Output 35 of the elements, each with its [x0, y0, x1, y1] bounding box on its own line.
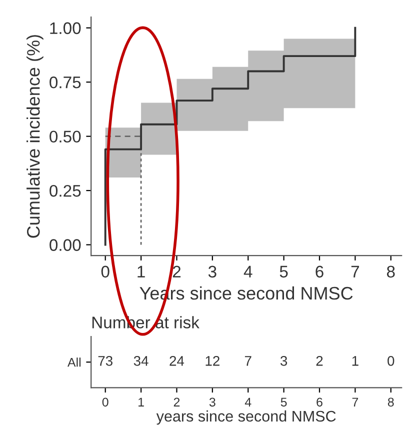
x-tick-label: 1	[138, 266, 145, 278]
x-tick-label: 2	[174, 398, 180, 406]
data-label: 2	[316, 356, 323, 366]
x-tick-label: 4	[244, 398, 252, 406]
x-tick-label: 6	[316, 398, 322, 407]
x-tick-label: 8	[386, 266, 395, 278]
data-label: 24	[170, 356, 184, 366]
data-label: 12	[206, 356, 220, 366]
y-tick-label: 0.75	[50, 76, 81, 88]
y-tick-label: All	[67, 358, 81, 367]
x-tick-label: 7	[351, 266, 359, 278]
x-tick-label: 3	[209, 398, 216, 407]
x-tick-label: 4	[244, 266, 252, 278]
x-tick-label: 6	[316, 266, 324, 278]
y-tick-label: 1.00	[50, 22, 81, 34]
x-tick-label: 1	[138, 398, 144, 406]
data-label: 34	[134, 356, 148, 366]
x-tick-label: 8	[388, 398, 394, 407]
data-label: 3	[280, 356, 288, 366]
data-label: 0	[388, 356, 394, 366]
x-tick-label: 0	[101, 266, 110, 278]
x-tick-label: 0	[102, 398, 108, 407]
y-tick-label: 0.25	[50, 184, 81, 197]
x-tick-label: 2	[172, 266, 181, 278]
x-tick-label: 5	[280, 266, 288, 278]
data-label: 1	[352, 356, 358, 366]
data-label: 7	[244, 356, 252, 366]
y-axis-title: Cumulative incidence (%)	[26, 35, 44, 238]
y-tick-label: 0.00	[50, 239, 81, 251]
x-axis-title: years since second NMSC	[156, 410, 336, 425]
y-tick-label: 0.50	[50, 130, 81, 143]
x-tick-label: 3	[208, 266, 216, 278]
x-tick-label: 5	[280, 398, 287, 407]
x-tick-label: 7	[352, 398, 358, 406]
data-label: 73	[98, 356, 112, 366]
